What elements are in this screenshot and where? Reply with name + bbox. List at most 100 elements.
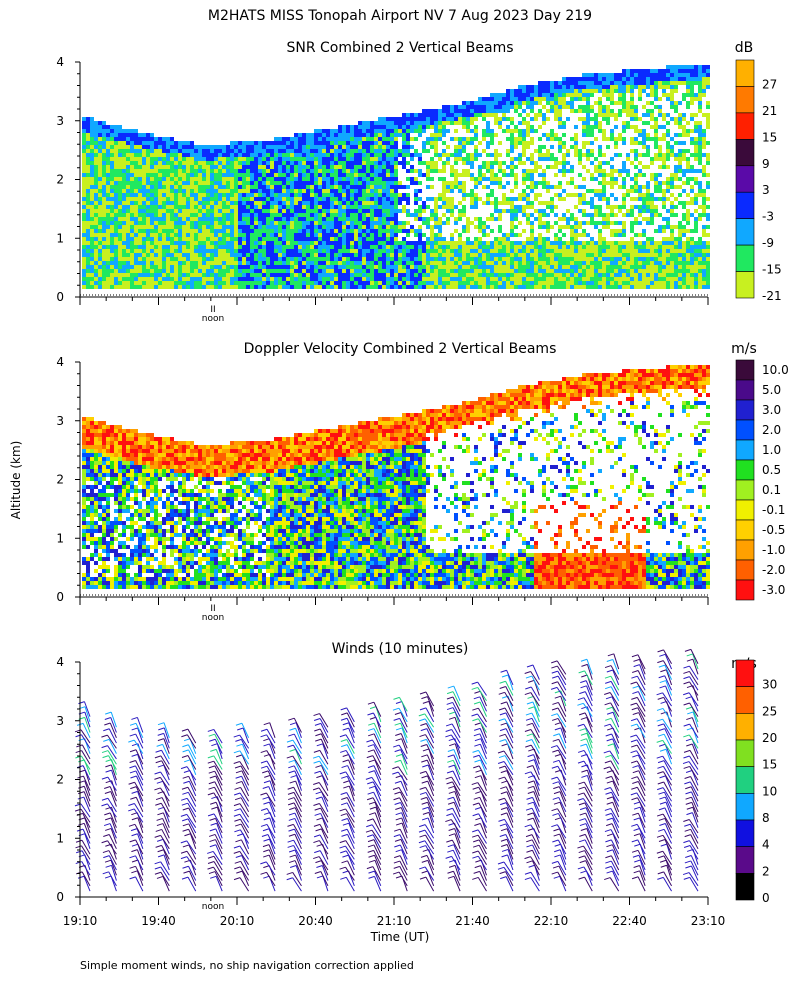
snr-cell [246, 145, 250, 149]
snr-cell [494, 197, 498, 201]
snr-cell [342, 245, 346, 249]
snr-cell [186, 217, 190, 221]
snr-cell [222, 157, 226, 161]
snr-cell [158, 153, 162, 157]
snr-cell [522, 129, 526, 133]
snr-cell [606, 181, 610, 185]
snr-cell [550, 253, 554, 257]
snr-cell [126, 225, 130, 229]
snr-cell [470, 137, 474, 141]
snr-cell [314, 201, 318, 205]
snr-cell [338, 177, 342, 181]
snr-cell [142, 257, 146, 261]
snr-cell [462, 253, 466, 257]
snr-cell [186, 269, 190, 273]
snr-cell [358, 277, 362, 281]
snr-cell [414, 113, 418, 117]
snr-cell [254, 157, 258, 161]
snr-cell [102, 189, 106, 193]
snr-cell [474, 281, 478, 285]
snr-cell [462, 209, 466, 213]
snr-cell [334, 225, 338, 229]
snr-cell [598, 257, 602, 261]
snr-cell [190, 217, 194, 221]
snr-cell [326, 133, 330, 137]
snr-cell [534, 273, 538, 277]
snr-cell [150, 177, 154, 181]
snr-cell [238, 225, 242, 229]
snr-cell [302, 249, 306, 253]
snr-cell [518, 85, 522, 89]
snr-cell [262, 197, 266, 201]
snr-cell [262, 173, 266, 177]
snr-cell [410, 213, 414, 217]
snr-cell [178, 269, 182, 273]
snr-cell [414, 181, 418, 185]
snr-cell [410, 129, 414, 133]
snr-cell [258, 237, 262, 241]
snr-cell [318, 145, 322, 149]
snr-cell [442, 213, 446, 217]
snr-cell [562, 141, 566, 145]
snr-cell [254, 173, 258, 177]
snr-cell [98, 261, 102, 265]
snr-cell [342, 253, 346, 257]
snr-cell [558, 241, 562, 245]
snr-cell [182, 233, 186, 237]
snr-cell [574, 273, 578, 277]
snr-cell [494, 181, 498, 185]
snr-cell [206, 161, 210, 165]
snr-cell [410, 145, 414, 149]
snr-cell [142, 209, 146, 213]
snr-cell [510, 285, 514, 289]
snr-cell [290, 253, 294, 257]
snr-cell [602, 185, 606, 189]
snr-cell [174, 221, 178, 225]
snr-cell [170, 149, 174, 153]
snr-cell [526, 213, 530, 217]
snr-cell [422, 245, 426, 249]
snr-cell [418, 125, 422, 129]
snr-cell [502, 185, 506, 189]
snr-cell [146, 241, 150, 245]
snr-cell [146, 217, 150, 221]
snr-cell [374, 141, 378, 145]
snr-cell [338, 249, 342, 253]
snr-cell [82, 141, 86, 145]
snr-cell [414, 281, 418, 285]
snr-cell [522, 101, 526, 105]
snr-cell [186, 265, 190, 269]
snr-cell [146, 273, 150, 277]
snr-cell [418, 153, 422, 157]
snr-cell [390, 157, 394, 161]
snr-cell [526, 125, 530, 129]
snr-cell [422, 249, 426, 253]
snr-cell [82, 233, 86, 237]
snr-cell [342, 269, 346, 273]
snr-cell [154, 181, 158, 185]
snr-cell [178, 217, 182, 221]
snr-cell [554, 133, 558, 137]
snr-cell [218, 177, 222, 181]
snr-cell [102, 157, 106, 161]
snr-cell [554, 213, 558, 217]
snr-cell [510, 261, 514, 265]
snr-cell [382, 281, 386, 285]
snr-cell [154, 173, 158, 177]
snr-cell [106, 277, 110, 281]
snr-cell [134, 149, 138, 153]
snr-cell [226, 201, 230, 205]
snr-cell [302, 261, 306, 265]
snr-cell [102, 201, 106, 205]
snr-cell [302, 229, 306, 233]
snr-cell [598, 261, 602, 265]
snr-cell [450, 205, 454, 209]
snr-cell [474, 149, 478, 153]
snr-cell [302, 161, 306, 165]
snr-cell [450, 209, 454, 213]
snr-cell [286, 149, 290, 153]
snr-cell [578, 285, 582, 289]
snr-cell [378, 165, 382, 169]
snr-cell [274, 261, 278, 265]
snr-cell [474, 269, 478, 273]
